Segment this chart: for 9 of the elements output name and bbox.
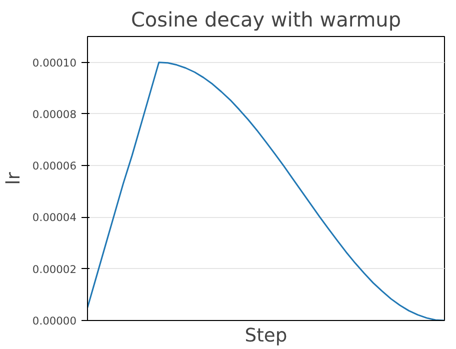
y-tick-label: 0.00010 — [32, 56, 77, 70]
y-tick-label: 0.00008 — [32, 108, 77, 121]
x-axis-title: Step — [244, 326, 288, 346]
chart-title: Cosine decay with warmup — [130, 8, 402, 32]
y-axis-title: lr — [3, 172, 24, 185]
y-tick-label: 0.00000 — [32, 314, 77, 328]
y-tick-label: 0.00004 — [32, 211, 77, 224]
y-tick-label: 0.00002 — [32, 262, 77, 276]
y-tick-label: 0.00006 — [32, 160, 77, 173]
